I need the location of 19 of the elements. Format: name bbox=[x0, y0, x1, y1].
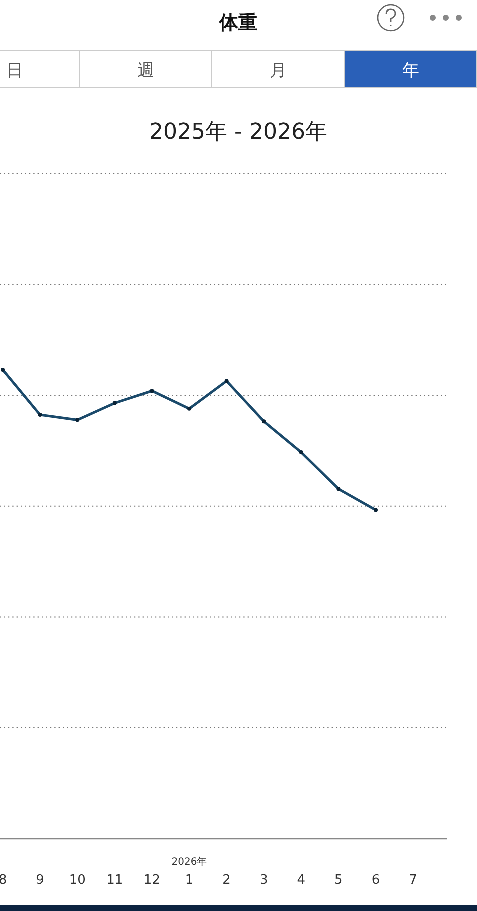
text: 月 bbox=[270, 61, 287, 81]
x-tick-label: 7 bbox=[409, 873, 418, 888]
x-tick-label: 8 bbox=[0, 873, 8, 888]
x-tick-label: 5 bbox=[334, 873, 343, 888]
chart-title: 体重 bbox=[218, 12, 258, 34]
x-tick-label: 1 bbox=[185, 873, 194, 888]
text: 週 bbox=[138, 61, 154, 81]
x-tick-label: 12 bbox=[144, 873, 160, 888]
chart-subtitle: 2025年 - 2026年 bbox=[150, 120, 328, 145]
x-tick-label: 11 bbox=[106, 873, 124, 888]
x-tick-label: 3 bbox=[260, 873, 268, 888]
x-tick-label: 9 bbox=[36, 873, 44, 888]
x-tick-label: 6 bbox=[372, 873, 380, 888]
x-tick-label: 2 bbox=[222, 873, 231, 888]
text: 2026年 bbox=[172, 856, 208, 868]
x-tick-label: 10 bbox=[69, 873, 86, 888]
text: 年 bbox=[402, 61, 420, 81]
x-tick-label: 4 bbox=[297, 873, 306, 888]
text: 日 bbox=[6, 61, 24, 81]
